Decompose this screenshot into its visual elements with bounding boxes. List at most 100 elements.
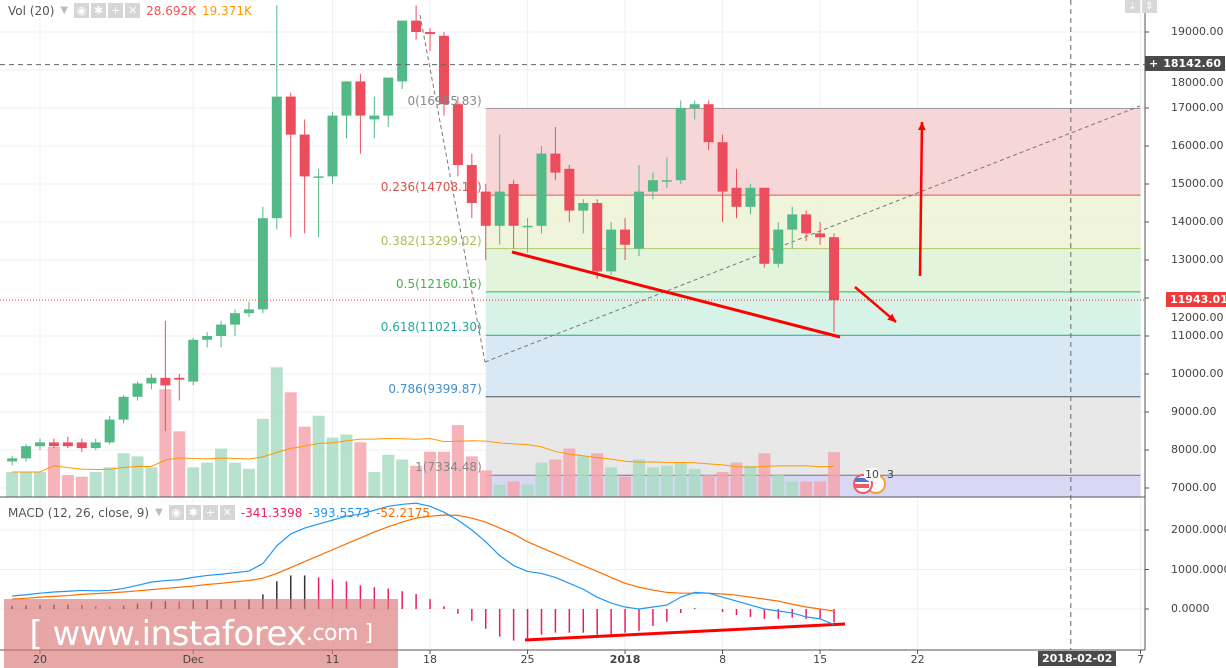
gear-icon[interactable]: ✱	[185, 505, 201, 520]
candle-body	[759, 187, 770, 264]
candle-body	[633, 191, 644, 249]
macd-hist-value: -341.3398	[240, 505, 303, 520]
candle	[550, 127, 561, 181]
volume-bar	[20, 472, 33, 497]
fib-level-label: 0.786(9399.87)	[388, 381, 482, 396]
volume-bar	[145, 467, 158, 497]
candle	[633, 165, 644, 257]
candle	[104, 415, 115, 445]
candle-body	[271, 96, 282, 219]
macd-tick-label: 1000.0000	[1171, 562, 1226, 576]
volume-bar	[34, 472, 46, 497]
candle-body	[773, 229, 784, 264]
chevron-down-icon[interactable]: ▼	[155, 507, 163, 518]
macd-value: -393.5573	[308, 505, 371, 520]
candle	[174, 374, 185, 401]
price-tick-label: 13000.00	[1171, 253, 1224, 266]
price-tick-label: 16000.00	[1171, 139, 1224, 152]
candle	[118, 394, 129, 424]
volume-bar	[772, 475, 785, 497]
volume-bar	[479, 470, 492, 497]
candle	[731, 168, 742, 219]
volume-bar	[270, 367, 283, 497]
eye-icon[interactable]: ◉	[74, 3, 90, 18]
plus-icon[interactable]: +	[202, 505, 218, 520]
candle-body	[494, 191, 505, 226]
candle	[829, 233, 840, 333]
candle-body	[243, 309, 254, 314]
candle	[299, 119, 310, 234]
event-count: 10	[864, 468, 880, 481]
candle-body	[146, 377, 157, 384]
volume-bar	[131, 456, 144, 497]
volume-bar	[814, 481, 827, 497]
candle-body	[620, 229, 631, 245]
volume-bar	[688, 468, 701, 497]
candle-body	[104, 419, 115, 443]
candle-body	[76, 442, 87, 449]
volume-bar	[800, 481, 813, 497]
candle-body	[62, 442, 73, 447]
candle-body	[815, 233, 826, 238]
close-icon[interactable]: ✕	[219, 505, 235, 520]
volume-bar	[298, 426, 311, 497]
signal-line	[12, 514, 835, 612]
chevron-down-icon[interactable]: ▼	[60, 5, 69, 16]
plus-icon[interactable]: +	[1149, 57, 1159, 70]
arrows-vertical-icon[interactable]: ⇕	[1142, 0, 1157, 13]
candle-body	[397, 20, 408, 82]
candle	[62, 436, 73, 449]
arrow-down-icon[interactable]: ⇣	[1125, 0, 1140, 13]
macd-title[interactable]: MACD (12, 26, close, 9)	[8, 505, 150, 520]
volume-bar	[591, 453, 604, 497]
red-trend-line	[511, 250, 841, 339]
volume-ma-line	[12, 437, 835, 473]
fib-level-label: 0.236(14708.11)	[380, 180, 482, 195]
candle-body	[411, 20, 422, 32]
price-tick-label: 8000.00	[1171, 443, 1217, 456]
candle	[773, 222, 784, 268]
fib-level-label: 1(7334.48)	[415, 460, 482, 475]
candle	[132, 381, 143, 401]
candle	[21, 444, 32, 462]
candle	[313, 168, 324, 238]
candle-body	[202, 336, 213, 340]
macd-tick-label: 0.0000	[1171, 602, 1210, 615]
volume-bar	[340, 434, 353, 497]
time-tick-label: 11	[325, 653, 340, 666]
candle	[411, 5, 422, 40]
candle	[438, 32, 449, 116]
candle-body	[383, 77, 394, 116]
volume-title[interactable]: Vol (20)	[8, 3, 55, 18]
candle	[480, 184, 491, 260]
eye-icon[interactable]: ◉	[168, 505, 184, 520]
candle-body	[132, 383, 143, 397]
candle-body	[216, 324, 227, 336]
candle-body	[536, 153, 547, 226]
candle-body	[313, 176, 324, 178]
candle	[494, 134, 505, 245]
time-tick-label: 8	[719, 653, 727, 666]
price-tick-label: 17000.00	[1171, 101, 1224, 114]
candle	[620, 218, 631, 260]
volume-bar	[242, 468, 255, 497]
candle	[703, 100, 714, 150]
plus-icon[interactable]: +	[108, 3, 124, 18]
volume-bar	[437, 451, 450, 497]
volume-bar	[744, 465, 757, 497]
gear-icon[interactable]: ✱	[91, 3, 107, 18]
time-tick-label: 22	[910, 653, 925, 666]
price-tick-label: 9000.00	[1171, 405, 1217, 418]
time-tick-label: 18	[423, 653, 438, 666]
candle	[815, 222, 826, 245]
arrow-down-icon	[854, 286, 897, 323]
volume-bar	[660, 465, 673, 497]
candle	[7, 455, 18, 466]
fib-level-label: 0.5(12160.16)	[396, 276, 482, 291]
candle	[578, 199, 589, 234]
close-icon[interactable]: ✕	[125, 3, 141, 18]
price-tick-label: 11000.00	[1171, 329, 1224, 342]
candle	[48, 438, 59, 449]
candle-body	[801, 214, 812, 234]
